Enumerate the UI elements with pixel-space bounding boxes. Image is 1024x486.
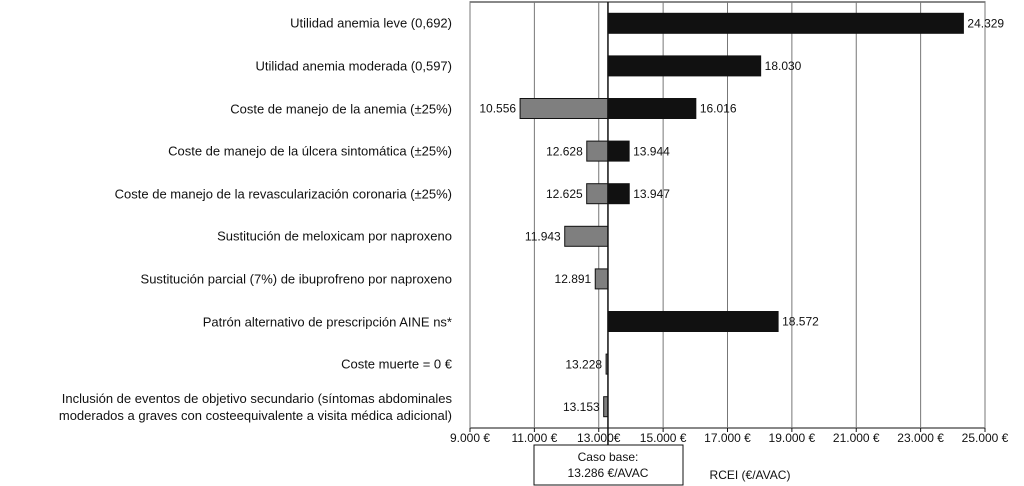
- category-label: Coste muerte = 0 €: [341, 356, 452, 372]
- value-label: 24.329: [967, 16, 1004, 30]
- category-label: Patrón alternativo de prescripción AINE …: [202, 314, 452, 329]
- x-tick-label: 17.000 €: [704, 431, 751, 445]
- value-label: 13.153: [563, 400, 600, 414]
- value-label: 13.947: [633, 187, 670, 201]
- x-tick-label: 15.000 €: [640, 431, 687, 445]
- base-title: Caso base:: [578, 450, 639, 464]
- bar: [564, 225, 609, 247]
- value-label: 12.628: [546, 144, 583, 158]
- value-label: 10.556: [479, 102, 516, 116]
- x-tick-label: 13.000€: [577, 431, 621, 445]
- category-label: Coste de manejo de la úlcera sintomática…: [168, 143, 452, 159]
- category-label: Sustitución parcial (7%) de ibuprofreno …: [140, 271, 452, 287]
- x-tick-label: 21.000 €: [833, 431, 880, 445]
- value-label: 12.625: [546, 187, 583, 201]
- category-label: Inclusión de eventos de objetivo secunda…: [58, 390, 452, 423]
- bar: [607, 183, 630, 205]
- bar: [607, 140, 630, 162]
- value-label: 16.016: [700, 102, 737, 116]
- bar: [607, 311, 779, 332]
- value-label: 18.030: [765, 59, 802, 73]
- x-tick-label: 25.000 €: [962, 431, 1009, 445]
- category-label: Utilidad anemia moderada (0,597): [255, 58, 452, 74]
- x-tick-label: 19.000 €: [769, 431, 816, 445]
- category-label: Sustitución de meloxicam por naproxeno: [217, 228, 452, 244]
- bar: [594, 268, 609, 290]
- value-label: 18.572: [782, 315, 819, 329]
- category-label: Coste de manejo de la revascularización …: [114, 186, 452, 202]
- value-label: 13.944: [633, 144, 670, 158]
- x-tick-label: 23.000 €: [897, 431, 944, 445]
- bar: [519, 98, 609, 119]
- bar: [607, 12, 964, 34]
- value-label: 11.943: [525, 229, 561, 243]
- bar: [586, 183, 609, 205]
- x-tick-label: 9.000 €: [450, 431, 490, 445]
- bar: [607, 98, 697, 119]
- category-label: Utilidad anemia leve (0,692): [290, 15, 452, 31]
- category-label: Coste de manejo de la anemia (±25%): [230, 101, 452, 116]
- value-label: 13.228: [565, 357, 602, 371]
- x-axis-label: RCEI (€/AVAC): [710, 468, 791, 482]
- bar: [586, 140, 609, 162]
- value-label: 12.891: [555, 272, 592, 286]
- bar: [607, 55, 762, 77]
- x-tick-label: 11.000 €: [511, 431, 557, 445]
- base-label: 13.286 €/AVAC: [568, 466, 649, 480]
